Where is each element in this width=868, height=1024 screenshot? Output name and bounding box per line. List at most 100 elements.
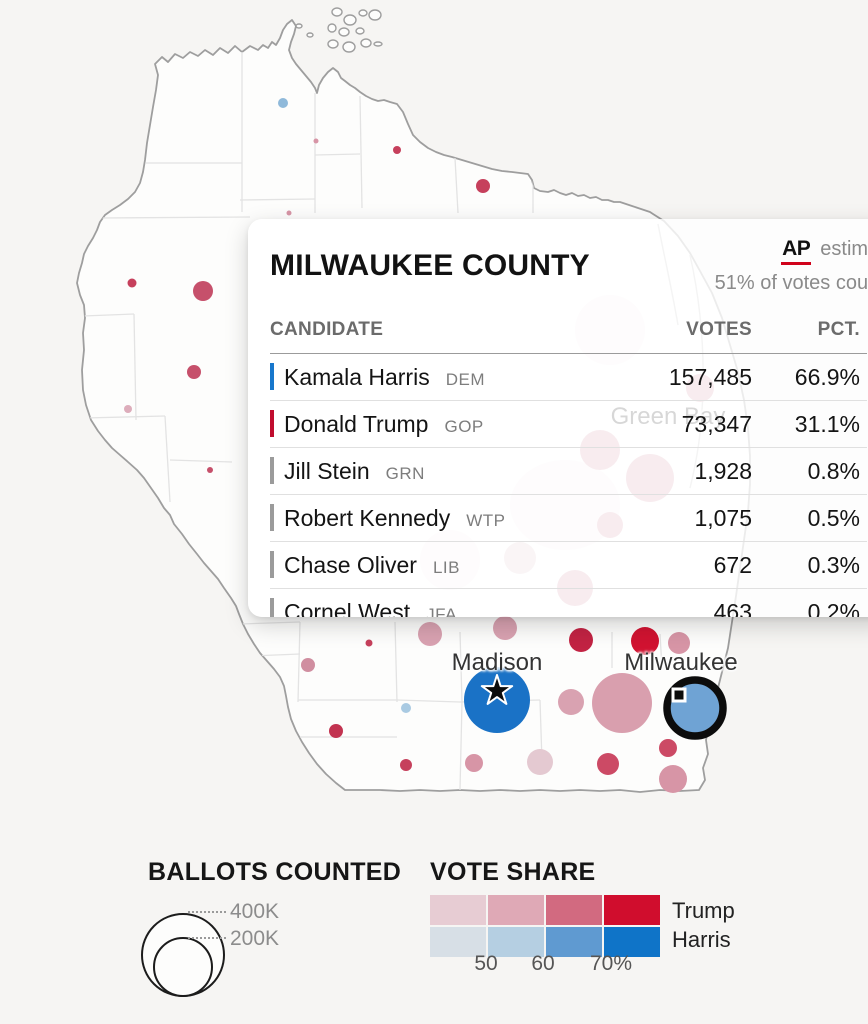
vote-share-swatch [430,895,486,925]
result-row: Donald Trump GOP 73,347 31.1% [270,401,867,448]
county-bubble[interactable] [569,628,593,652]
size-label-400k: 400K [230,900,280,923]
vote-share-tick-label: 60 [531,952,555,975]
party-color-bar [270,598,274,617]
party-color-bar [270,551,274,578]
county-bubble[interactable] [127,278,137,288]
vote-share-swatch [604,927,660,957]
county-bubble[interactable] [301,658,315,672]
votes-counted-label: 51% of votes counted [714,272,868,294]
county-bubble[interactable] [493,616,517,640]
harris-color-scale [430,927,660,957]
candidate-votes: 463 [713,599,752,617]
vote-share-swatch [488,895,544,925]
party-color-bar [270,363,274,390]
county-bubble[interactable] [207,467,213,473]
county-bubble[interactable] [527,749,553,775]
county-bubble[interactable] [659,739,677,757]
party-color-bar [270,457,274,484]
county-bubble[interactable] [668,632,690,654]
city-square-icon [671,687,687,703]
vote-share-tick-label: 70% [589,952,633,975]
popup-title: MILWAUKEE COUNTY [270,249,590,282]
candidate-name: Donald Trump GOP [284,411,484,437]
vote-share-swatch [488,927,544,957]
candidate-party: GOP [444,417,484,436]
results-table-header: CANDIDATE VOTES PCT. [270,317,867,353]
vote-share-swatch [546,927,602,957]
city-label-milwaukee: Milwaukee [624,649,738,676]
apostle-islands [295,7,383,53]
trump-scale-label: Trump [672,898,735,923]
county-bubble[interactable] [286,210,292,216]
candidate-pct: 66.9% [794,364,860,390]
capital-star-icon [480,674,514,705]
county-bubble[interactable] [278,98,288,108]
vote-share-ticks: 50 60 70% [430,952,670,978]
county-bubble[interactable] [400,759,412,771]
county-bubble[interactable] [631,627,659,655]
candidate-name: Cornel West JFA [284,599,457,617]
county-bubble[interactable] [401,703,411,713]
candidate-party: GRN [385,464,425,483]
city-label-madison: Madison [451,649,543,676]
madison-marker[interactable] [464,667,530,733]
column-header-candidate: CANDIDATE [270,319,384,340]
candidate-votes: 73,347 [681,411,752,437]
candidate-votes: 1,928 [694,458,752,484]
candidate-votes: 672 [713,552,752,578]
county-bubble[interactable] [592,673,652,733]
candidate-party: JFA [426,605,457,617]
result-row: Kamala Harris DEM 157,485 66.9% [270,354,867,401]
dotted-leader-400k [188,911,226,913]
county-bubble[interactable] [465,754,483,772]
vote-share-title: VOTE SHARE [430,858,596,886]
county-bubble[interactable] [393,146,401,154]
estimate-label: estimated [820,238,868,260]
county-results-popup: MILWAUKEE COUNTY AP estimated 51% of vote… [248,219,868,617]
header-divider [270,353,867,354]
vote-share-swatch [604,895,660,925]
county-bubble[interactable] [558,689,584,715]
ap-estimate-block: AP estimated 51% of votes counted [715,237,868,295]
ballots-counted-title: BALLOTS COUNTED [148,858,402,886]
vote-share-tick-label: 50 [474,952,498,975]
candidate-name: Robert Kennedy WTP [284,505,506,531]
candidate-name: Jill Stein GRN [284,458,425,484]
trump-color-scale [430,895,660,925]
county-bubble[interactable] [329,724,343,738]
county-bubble[interactable] [659,765,687,793]
county-bubble[interactable] [313,138,319,144]
harris-scale-label: Harris [672,927,731,952]
candidate-pct: 0.2% [807,599,860,617]
result-row: Robert Kennedy WTP 1,075 0.5% [270,495,867,542]
candidate-pct: 0.8% [807,458,860,484]
county-bubble[interactable] [476,179,490,193]
county-bubble[interactable] [597,753,619,775]
result-row: Jill Stein GRN 1,928 0.8% [270,448,867,495]
county-bubble[interactable] [193,281,213,301]
candidate-pct: 0.5% [807,505,860,531]
madison-bubble[interactable] [464,667,530,733]
county-bubble[interactable] [365,639,373,647]
candidate-pct: 31.1% [794,411,860,437]
vote-share-swatch [430,927,486,957]
result-row: Chase Oliver LIB 672 0.3% [270,542,867,589]
size-label-200k: 200K [230,927,280,950]
candidate-votes: 157,485 [668,364,752,390]
candidate-votes: 1,075 [694,505,752,531]
candidate-name: Kamala Harris DEM [284,364,485,390]
candidate-name: Chase Oliver LIB [284,552,460,578]
column-header-pct: PCT. [817,319,860,340]
results-rows: Kamala Harris DEM 157,485 66.9% Donald Trump… [270,354,867,617]
county-bubble[interactable] [187,365,201,379]
dotted-leader-200k [188,937,226,939]
county-bubble[interactable] [418,622,442,646]
candidate-pct: 0.3% [807,552,860,578]
county-bubble[interactable] [124,405,132,413]
column-header-votes: VOTES [686,319,752,340]
party-color-bar [270,504,274,531]
milwaukee-marker-selected[interactable] [663,676,727,740]
size-legend-circle-200k [153,937,213,997]
